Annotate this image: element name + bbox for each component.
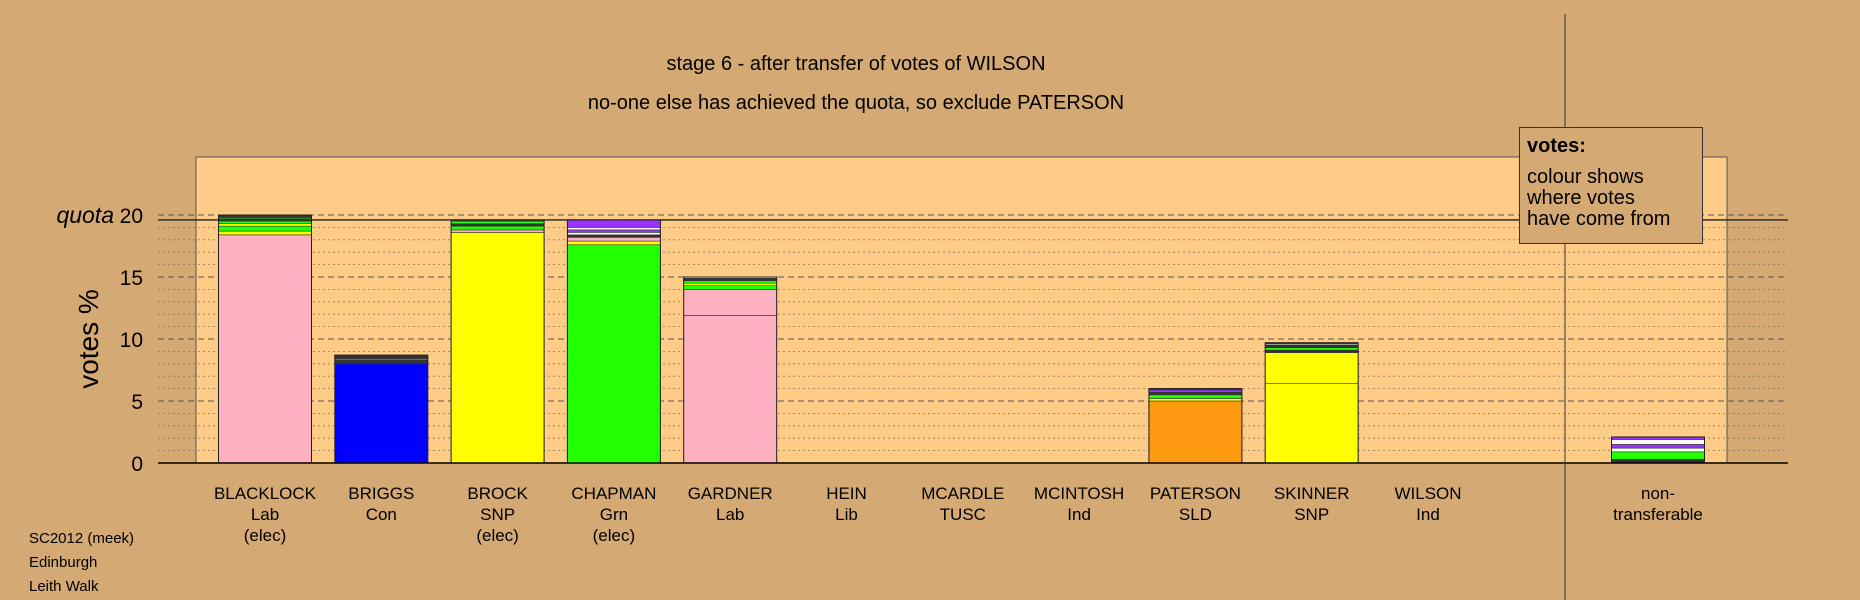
quota-label: quota	[56, 202, 114, 228]
bar-segment	[683, 315, 778, 464]
legend-body: colour shows where votes have come from	[1527, 166, 1671, 230]
bar-segment	[1611, 439, 1705, 445]
bar-segment	[1264, 383, 1359, 464]
bar-segment	[1611, 444, 1705, 449]
candidate-label: TUSC	[940, 505, 986, 524]
bar-segment	[334, 354, 429, 360]
candidate-label: Lib	[835, 505, 858, 524]
y-tick-label: 10	[120, 329, 143, 352]
candidate-label: SLD	[1179, 505, 1212, 524]
bar-segment	[683, 282, 778, 286]
bar-segment	[1264, 349, 1359, 353]
x-axis-labels: BLACKLOCK Lab (elec) BRIGGS Con BROCK SNP (elec…	[214, 484, 1703, 545]
bar-segment	[218, 218, 312, 222]
candidate-label: (elec)	[244, 526, 287, 545]
footer-line-2: Edinburgh	[29, 554, 98, 571]
bar-segment	[567, 229, 661, 233]
candidate-skinner-bar	[1264, 342, 1359, 464]
candidate-gardner-bar	[683, 276, 778, 464]
candidate-label: BROCK	[467, 484, 528, 503]
bar-segment	[334, 363, 429, 464]
bar-segment	[683, 277, 778, 282]
bar-segment	[567, 232, 661, 236]
candidate-label: (elec)	[476, 526, 519, 545]
y-axis-label: votes %	[73, 289, 104, 389]
gridlines	[158, 214, 1788, 452]
nontransferable-label: transferable	[1613, 505, 1703, 524]
candidate-label: CHAPMAN	[571, 484, 656, 503]
footer-line-1: SC2012 (meek)	[29, 530, 135, 547]
bar-segment	[1611, 451, 1705, 460]
legend-box: votes: colour shows where votes have com…	[1519, 127, 1703, 244]
bar-segment	[683, 280, 778, 284]
bar-segment	[450, 220, 545, 224]
candidate-paterson-bar	[1148, 388, 1243, 464]
legend-title: votes:	[1527, 135, 1586, 157]
candidate-label: WILSON	[1394, 484, 1461, 503]
y-tick-label: 15	[120, 267, 143, 290]
bar-segment	[1148, 400, 1243, 464]
bar-segment	[567, 234, 661, 238]
candidate-label: MCARDLE	[921, 484, 1004, 503]
bar-segment	[450, 232, 545, 464]
bar-segment	[1264, 344, 1359, 348]
candidate-label: GARDNER	[688, 484, 773, 503]
bar-segment	[218, 230, 312, 236]
bar-segment	[334, 359, 429, 365]
bar-segment	[567, 240, 661, 246]
candidate-label: Ind	[1067, 505, 1091, 524]
candidate-label: SNP	[1294, 505, 1329, 524]
candidate-brock-bar	[450, 219, 545, 464]
candidate-label: MCINTOSH	[1034, 484, 1124, 503]
bar-segment	[218, 234, 312, 464]
candidate-label: SNP	[480, 505, 515, 524]
bar-segment	[1611, 447, 1705, 453]
bar-segment	[218, 225, 312, 232]
bar-segment	[218, 223, 312, 227]
bar-segment	[450, 229, 545, 233]
bar-segment	[1148, 389, 1243, 393]
bar-segment	[1264, 347, 1359, 351]
bar-segment	[450, 223, 545, 227]
candidate-label: Con	[366, 505, 397, 524]
y-tick-label: 20	[120, 205, 143, 228]
y-tick-label: 5	[131, 391, 143, 414]
nontransferable-label: non-	[1641, 484, 1675, 503]
bars	[218, 214, 1705, 464]
candidate-briggs-bar	[334, 354, 429, 464]
candidate-label: BLACKLOCK	[214, 484, 317, 503]
candidate-label: SKINNER	[1274, 484, 1350, 503]
bar-segment	[1148, 398, 1243, 402]
footer-line-3: Leith Walk	[29, 578, 99, 595]
bar-segment	[683, 289, 778, 316]
bar-segment	[1148, 394, 1243, 399]
candidate-chapman-bar	[566, 219, 661, 464]
y-axis: 0 5 10 15 20	[120, 205, 143, 476]
nontransferable-bar	[1611, 436, 1705, 464]
candidate-label: Lab	[716, 505, 744, 524]
candidate-label: PATERSON	[1150, 484, 1241, 503]
candidate-blacklock-bar	[218, 214, 312, 464]
candidate-label: HEIN	[826, 484, 867, 503]
bar-segment	[218, 220, 312, 224]
candidate-label: Lab	[251, 505, 279, 524]
candidate-label: (elec)	[593, 526, 636, 545]
candidate-label: Grn	[600, 505, 628, 524]
y-tick-label: 0	[131, 453, 143, 476]
bar-segment	[1148, 392, 1243, 396]
bar-segment	[1264, 352, 1359, 384]
chart-subtitle: no-one else has achieved the quota, so e…	[587, 92, 1125, 114]
candidate-label: BRIGGS	[348, 484, 414, 503]
bar-segment	[683, 285, 778, 290]
candidate-label: Ind	[1416, 505, 1440, 524]
chart-title: stage 6 - after transfer of votes of WIL…	[666, 53, 1046, 75]
bar-segment	[567, 237, 661, 242]
bar-segment	[567, 244, 661, 464]
bar-segment	[567, 219, 661, 228]
bar-segment	[567, 227, 661, 231]
bar-segment	[450, 225, 545, 231]
